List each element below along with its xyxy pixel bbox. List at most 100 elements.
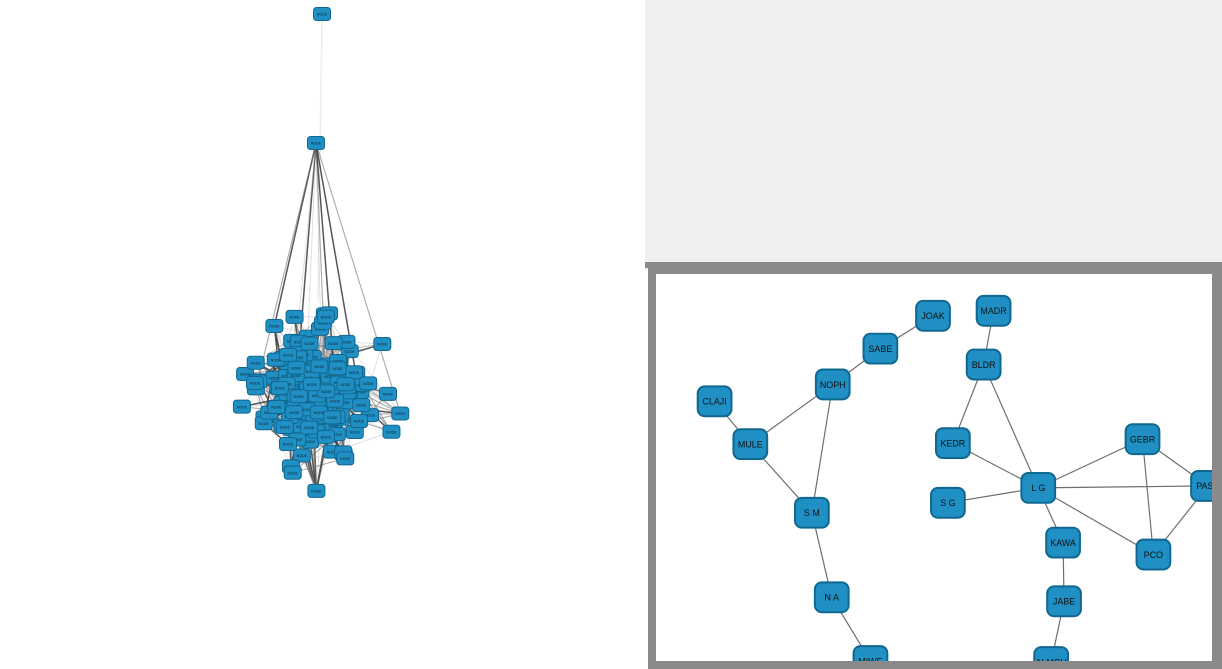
subnetwork-node[interactable]: N A: [813, 581, 850, 614]
subnetwork-node-shape[interactable]: [732, 428, 769, 461]
main-network-node-label: NODE: [271, 406, 282, 410]
subnetwork-node[interactable]: S G: [930, 486, 966, 519]
subnetwork-node-shape[interactable]: [1135, 538, 1172, 571]
main-network-node[interactable]: [379, 386, 398, 401]
main-network-node-label: NODE: [317, 13, 328, 17]
main-network-node[interactable]: [292, 448, 311, 463]
main-network-node-label: NODE: [237, 405, 248, 409]
main-network-node-label: NODE: [292, 438, 303, 442]
subnetwork-node-shape[interactable]: [1045, 526, 1081, 559]
main-network-node[interactable]: [307, 483, 326, 498]
subnetwork-node[interactable]: MIWE: [852, 645, 889, 661]
subnetwork-node-shape[interactable]: [814, 368, 851, 401]
main-network-node[interactable]: [300, 420, 319, 435]
main-network-nodes[interactable]: NODE NODE NODE NODE NODE NODE NODE NODE NODE NODE…: [232, 7, 410, 498]
main-network-node[interactable]: [310, 359, 329, 374]
subnetwork-canvas-container[interactable]: JOAK MADR SABE BLDR NOPH GEBR CLAJI KEDR MULE L G…: [656, 274, 1212, 661]
main-network-node[interactable]: [382, 424, 401, 439]
main-network-node[interactable]: [245, 375, 264, 390]
main-network-node[interactable]: [316, 309, 335, 324]
main-network-node-label: NODE: [314, 365, 325, 369]
main-network-node[interactable]: [352, 398, 371, 413]
main-network-node-label: NODE: [275, 386, 286, 390]
subnetwork-canvas[interactable]: JOAK MADR SABE BLDR NOPH GEBR CLAJI KEDR MULE L G…: [656, 274, 1212, 661]
subnetwork-node[interactable]: CLAJI: [696, 385, 733, 418]
main-network-node-label: NODE: [386, 430, 397, 434]
subnetwork-node[interactable]: PASH: [1190, 469, 1212, 502]
subnetwork-node-shape[interactable]: [915, 299, 951, 332]
subnetwork-node-shape[interactable]: [1124, 423, 1161, 456]
main-network-node[interactable]: [391, 406, 410, 421]
main-network-node[interactable]: [328, 361, 347, 376]
subnetwork-node[interactable]: GEBR: [1124, 423, 1161, 456]
subnetwork-edge: [1141, 439, 1155, 555]
subnetwork-node-shape[interactable]: [696, 385, 733, 418]
main-network-node[interactable]: [300, 336, 319, 351]
main-network-node[interactable]: [267, 400, 286, 415]
subnetwork-node-shape[interactable]: [862, 332, 899, 365]
main-network-node-label: NODE: [363, 382, 374, 386]
subnetwork-node-shape[interactable]: [930, 486, 966, 519]
main-network-node[interactable]: [289, 389, 308, 404]
main-network-node[interactable]: [317, 384, 336, 399]
results-table-panel[interactable]: shared name Chrom... Start po... End poi…: [645, 0, 1222, 270]
subnetwork-node-shape[interactable]: [813, 581, 850, 614]
main-network-node[interactable]: [285, 309, 304, 324]
main-network-node-label: NODE: [293, 356, 304, 360]
subnetwork-node-shape[interactable]: [965, 348, 1002, 381]
subnetwork-node[interactable]: PCO: [1135, 538, 1172, 571]
subnetwork-node-shape[interactable]: [1033, 646, 1070, 661]
main-network-node[interactable]: [359, 376, 378, 391]
subnetwork-node-shape[interactable]: [975, 294, 1012, 327]
subnetwork-node-shape[interactable]: [794, 496, 830, 529]
subnetwork-node[interactable]: BLDR: [965, 348, 1002, 381]
main-network-node[interactable]: [246, 355, 265, 370]
main-network-node[interactable]: [302, 377, 321, 392]
main-network-node-label: NODE: [250, 382, 261, 386]
main-network-panel[interactable]: NODE NODE NODE NODE NODE NODE NODE NODE NODE NODE…: [0, 0, 645, 669]
subnetwork-node-shape[interactable]: [1046, 585, 1082, 618]
main-network-node[interactable]: [307, 136, 325, 150]
main-network-canvas[interactable]: NODE NODE NODE NODE NODE NODE NODE NODE NODE NODE…: [0, 0, 645, 669]
subnetwork-node-shape[interactable]: [934, 427, 971, 460]
main-network-node[interactable]: [279, 437, 298, 452]
subnetwork-node[interactable]: S M: [794, 496, 830, 529]
subnetwork-node[interactable]: JABE: [1046, 585, 1082, 618]
subnetwork-node-shape[interactable]: [852, 645, 889, 661]
main-network-node[interactable]: [279, 347, 298, 362]
main-network-node-label: NODE: [283, 353, 294, 357]
subnetwork-node[interactable]: JOAK: [915, 299, 951, 332]
subnetwork-node[interactable]: KEDR: [934, 427, 971, 460]
main-network-node[interactable]: [270, 380, 289, 395]
main-network-node[interactable]: [283, 465, 302, 480]
subnetwork-node[interactable]: L G: [1020, 471, 1057, 504]
subnetwork-node[interactable]: SABE: [862, 332, 899, 365]
subnetwork-node-shape[interactable]: [1190, 469, 1212, 502]
subnetwork-node[interactable]: KAWA: [1045, 526, 1081, 559]
subnetwork-node-shape[interactable]: [1020, 471, 1057, 504]
main-network-node-label: NODE: [280, 426, 291, 430]
main-network-node[interactable]: [275, 420, 294, 435]
main-network-node-label: NODE: [324, 375, 335, 379]
subnetwork-node[interactable]: ALMCH: [1033, 646, 1070, 661]
main-network-node[interactable]: [350, 414, 369, 429]
subnetwork-panel[interactable]: JOAK MADR SABE BLDR NOPH GEBR CLAJI KEDR MULE L G…: [648, 266, 1222, 669]
main-network-node[interactable]: [336, 451, 355, 466]
main-network-node[interactable]: [313, 7, 331, 21]
main-network-node[interactable]: [324, 336, 343, 351]
subnetwork-node[interactable]: MULE: [732, 428, 769, 461]
main-network-node[interactable]: [323, 410, 342, 425]
main-network-node[interactable]: [232, 399, 251, 414]
subnetwork-node-label: MULE: [738, 439, 763, 449]
main-network-edge: [296, 439, 318, 492]
subnetwork-node[interactable]: MADR: [975, 294, 1012, 327]
subnetwork-node[interactable]: NOPH: [814, 368, 851, 401]
main-network-node[interactable]: [336, 377, 355, 392]
main-network-node[interactable]: [316, 429, 335, 444]
main-network-node[interactable]: [285, 405, 304, 420]
main-network-node[interactable]: [373, 337, 392, 352]
main-network-node[interactable]: [265, 318, 284, 333]
main-network-node[interactable]: [287, 360, 306, 375]
main-network-node-label: NODE: [305, 440, 316, 444]
